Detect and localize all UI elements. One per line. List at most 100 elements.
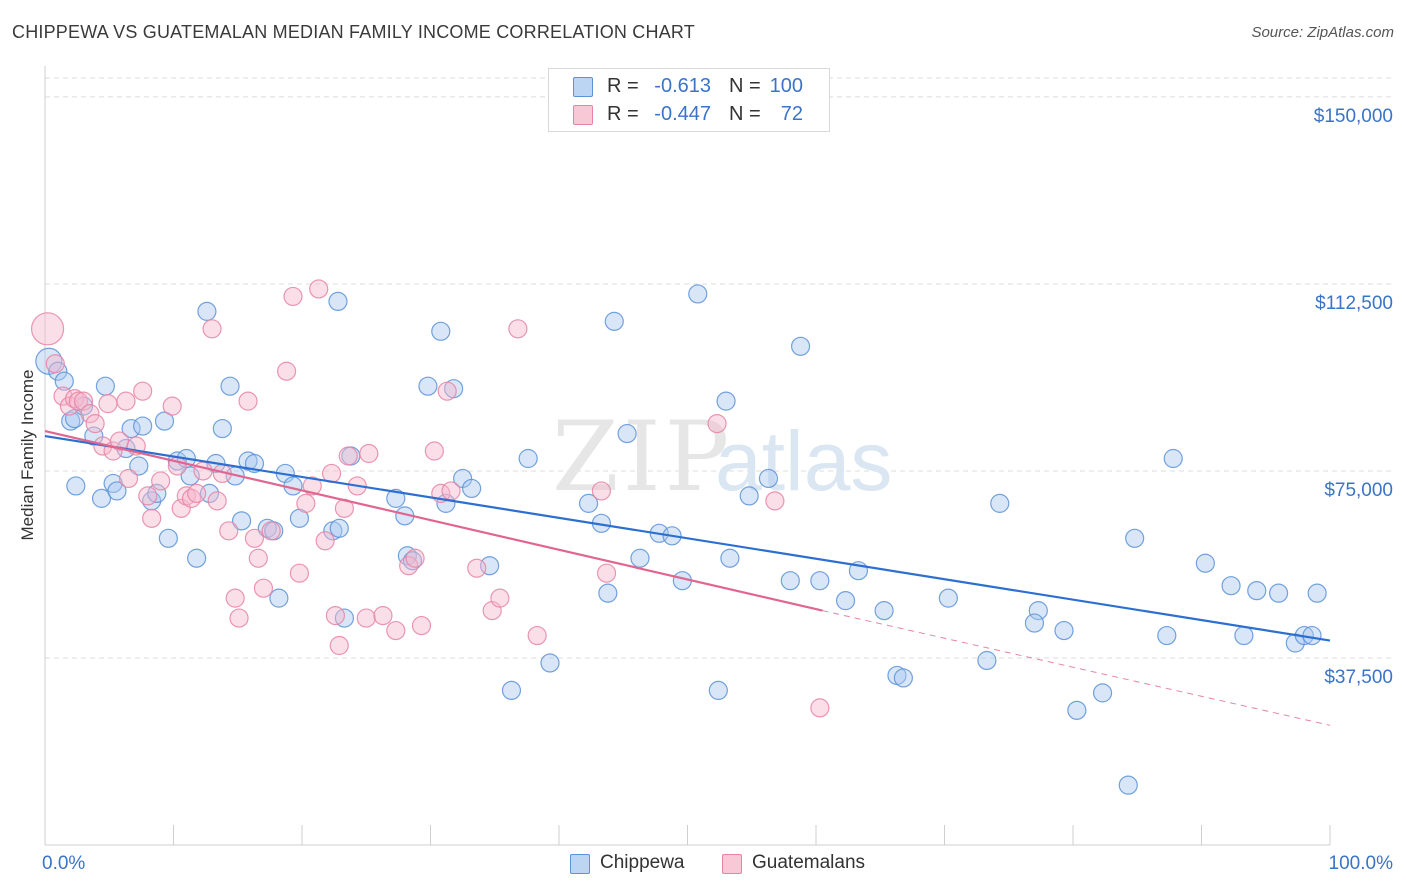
chippewa-point — [220, 376, 240, 396]
chippewa-point — [540, 653, 560, 673]
chippewa-point — [386, 488, 406, 508]
chippewa-point — [758, 468, 779, 489]
guatemalan-point — [359, 443, 379, 464]
guatemalan-point — [244, 528, 265, 548]
chippewa-point — [1024, 613, 1045, 633]
chippewa-point — [716, 391, 736, 411]
guatemalan-point — [373, 605, 393, 626]
chippewa-point — [95, 376, 115, 396]
chippewa-point — [180, 466, 200, 486]
chippewa-point — [431, 321, 451, 341]
chippewa-point — [1125, 528, 1145, 548]
watermark: ZIP atlas — [552, 401, 892, 513]
trend-lines — [44, 429, 1331, 726]
chippewa-point — [54, 371, 74, 391]
guatemalan-point — [138, 486, 158, 506]
chippewa-point — [874, 601, 894, 621]
data-points — [30, 279, 1327, 795]
guatemalan-point — [68, 391, 89, 411]
guatemalan-point — [133, 381, 153, 401]
guatemalan-point — [765, 491, 785, 511]
chippewa-trend-line — [44, 434, 1331, 642]
y-tick-label: $75,000 — [1324, 480, 1393, 501]
chippewa-point — [598, 583, 618, 603]
guatemalan-trend-extension — [822, 610, 1331, 726]
guatemalans-swatch — [722, 854, 742, 874]
guatemalan-point — [142, 508, 162, 528]
legend-row-guatemalans: R = -0.447 N = 72 — [549, 101, 829, 127]
chippewa-point — [1302, 625, 1322, 646]
chippewa-point — [1028, 601, 1048, 621]
chippewa-point — [158, 528, 178, 548]
chippewa-point — [269, 588, 289, 608]
guatemalan-point — [187, 483, 207, 504]
chippewa-point — [1234, 625, 1254, 646]
guatemalan-point — [315, 531, 335, 551]
legend-r-label: R = — [607, 103, 639, 125]
legend-r-label: R = — [607, 75, 639, 97]
guatemalan-point — [229, 608, 249, 628]
guatemalan-point — [238, 391, 258, 411]
bottom-legend-guatemalans-label: Guatemalans — [752, 852, 866, 873]
chippewa-point — [1054, 620, 1074, 641]
guatemalan-point — [118, 468, 139, 489]
chippewa-point — [154, 411, 175, 431]
guatemalan-point — [707, 413, 727, 434]
guatemalan-point — [202, 319, 222, 339]
chippewa-point — [617, 423, 637, 444]
guatemalan-point — [248, 548, 268, 568]
chart-source: Source: ZipAtlas.com — [1251, 24, 1394, 41]
guatemalan-point — [30, 312, 65, 346]
chippewa-point — [1221, 576, 1241, 596]
chippewa-point — [835, 591, 856, 611]
chippewa-point — [107, 481, 127, 501]
chippewa-point — [630, 548, 650, 568]
guatemalan-point — [424, 441, 444, 461]
guatemalan-point — [151, 471, 171, 491]
watermark-atlas: atlas — [715, 414, 892, 508]
chippewa-point — [418, 376, 438, 396]
chippewa-point — [739, 486, 759, 506]
grid — [45, 77, 1394, 659]
guatemalan-trend-line — [44, 429, 823, 612]
legend-r-value: -0.447 — [654, 103, 711, 125]
chippewa-point — [720, 548, 740, 568]
guatemalans-swatch — [573, 105, 593, 125]
guatemalan-point — [325, 605, 346, 626]
guatemalan-point — [225, 588, 245, 608]
chippewa-point — [977, 650, 997, 671]
chippewa-point — [1163, 448, 1183, 469]
chippewa-point — [1307, 583, 1327, 603]
chippewa-point — [1247, 581, 1267, 601]
chippewa-point — [133, 416, 153, 436]
legend-r-value: -0.613 — [654, 75, 711, 97]
guatemalan-point — [261, 521, 281, 541]
chippewa-point — [938, 588, 958, 608]
guatemalan-point — [98, 394, 118, 414]
guatemalan-point — [441, 481, 461, 501]
guatemalan-point — [386, 620, 406, 641]
chippewa-point — [810, 571, 830, 591]
bottom-legend-chippewa-label: Chippewa — [600, 852, 685, 873]
chart-title: CHIPPEWA VS GUATEMALAN MEDIAN FAMILY INC… — [12, 22, 695, 42]
legend-n-value: 72 — [780, 103, 803, 125]
guatemalan-point — [53, 386, 73, 406]
chippewa-point — [688, 284, 708, 304]
guatemalan-point — [810, 698, 830, 718]
guatemalan-point — [219, 521, 239, 541]
chippewa-point — [328, 291, 348, 312]
chippewa-point — [604, 311, 624, 331]
chippewa-point — [1118, 775, 1138, 795]
guatemalan-point — [296, 493, 316, 513]
guatemalan-point — [276, 361, 297, 381]
guatemalan-point — [508, 319, 528, 339]
chippewa-point — [790, 336, 811, 356]
chippewa-swatch — [573, 77, 593, 97]
guatemalan-point — [399, 556, 419, 576]
guatemalan-point — [490, 588, 510, 608]
chippewa-point — [232, 511, 252, 531]
guatemalan-point — [437, 381, 457, 401]
axis-labels: $37,500 $75,000 $112,500 $150,000 0.0% 100.0%… — [18, 106, 1393, 874]
guatemalan-point — [283, 286, 303, 307]
legend-n-label: N = — [729, 75, 761, 97]
